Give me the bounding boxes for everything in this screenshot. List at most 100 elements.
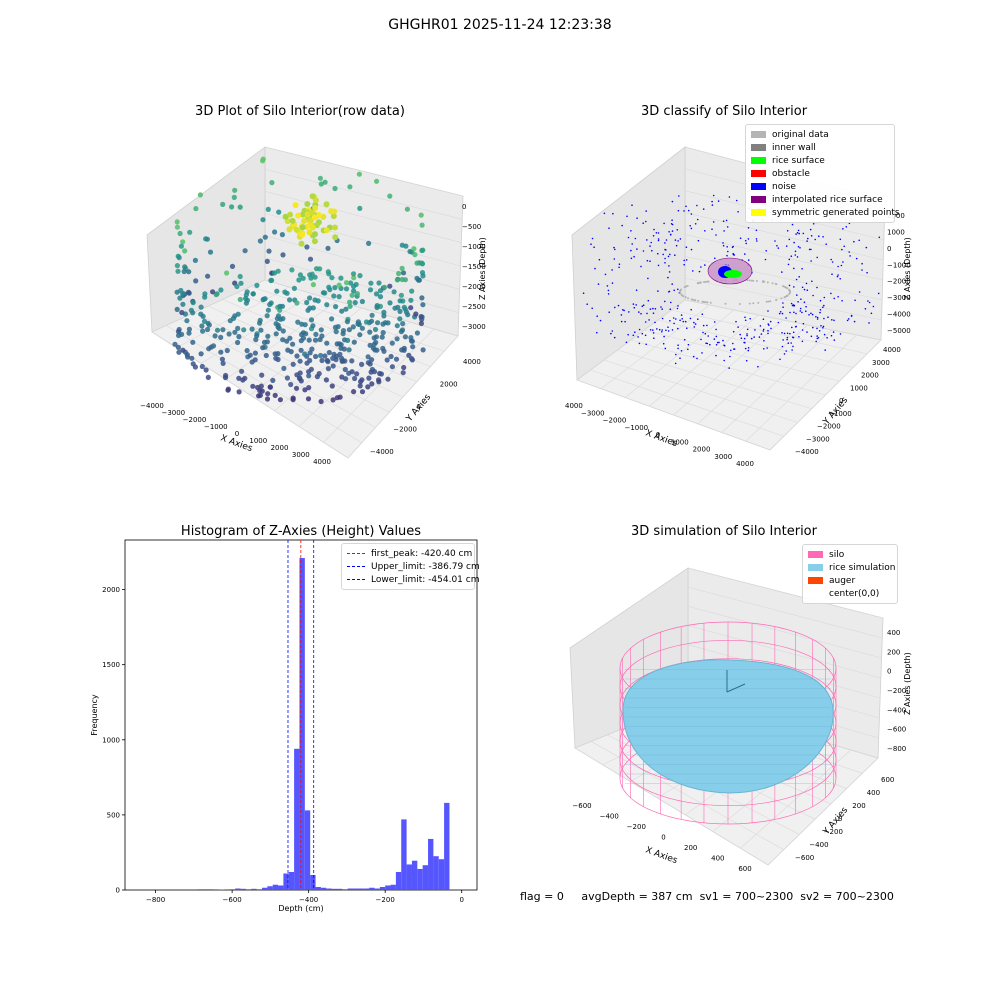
tick-label: −3000: [462, 323, 486, 331]
noise-point: [786, 230, 789, 232]
noise-point: [612, 212, 614, 215]
data-point: [300, 275, 306, 281]
histogram-chart[interactable]: −800 −600 −400 −200 0 0 500 1000 1500 2000 Depth…: [80, 530, 490, 930]
legend-entry: Upper_limit: -386.79 cm: [347, 560, 480, 573]
noise-point: [722, 339, 724, 342]
data-point: [265, 307, 271, 313]
tick-label: −2000: [393, 426, 417, 434]
data-point: [316, 371, 322, 377]
noise-point: [630, 257, 633, 260]
legend-line-swatch: [347, 566, 365, 567]
histogram-bar: [358, 888, 364, 890]
data-point: [350, 271, 357, 277]
noise-point: [791, 326, 793, 329]
noise-point: [653, 228, 655, 231]
data-point: [225, 386, 231, 392]
histogram-bar: [422, 865, 429, 890]
data-point: [262, 234, 268, 240]
noise-point: [811, 280, 813, 283]
data-point: [387, 283, 393, 289]
noise-point: [697, 239, 700, 242]
data-point: [408, 297, 414, 303]
data-point: [387, 193, 393, 199]
data-point: [182, 248, 188, 254]
data-point: [237, 296, 243, 303]
data-point: [309, 193, 316, 200]
data-point: [374, 178, 380, 184]
data-point: [179, 309, 185, 316]
data-point: [400, 370, 406, 376]
noise-point: [866, 271, 868, 274]
noise-point: [723, 344, 726, 347]
noise-point: [743, 337, 746, 340]
noise-point: [638, 342, 641, 345]
data-point: [299, 321, 305, 327]
data-point: [397, 316, 403, 322]
noise-point: [679, 357, 681, 359]
noise-point: [782, 302, 784, 304]
noise-point: [689, 317, 692, 320]
noise-point: [711, 228, 713, 230]
noise-point: [855, 257, 858, 260]
original-point: [699, 281, 702, 284]
data-point: [179, 331, 185, 337]
noise-point: [853, 320, 856, 323]
data-point: [382, 284, 388, 290]
noise-point: [795, 312, 797, 315]
noise-point: [715, 328, 717, 331]
noise-point: [779, 358, 781, 361]
tick-label: −400: [809, 841, 828, 849]
data-point: [292, 202, 299, 209]
data-point: [257, 320, 263, 326]
noise-point: [765, 250, 767, 252]
data-point: [397, 298, 403, 304]
legend-entry: Lower_limit: -454.01 cm: [347, 573, 479, 586]
tick-label: 3000: [872, 359, 890, 367]
data-point: [312, 205, 319, 211]
original-point: [757, 301, 760, 304]
original-point: [752, 302, 755, 305]
data-point: [270, 377, 276, 383]
noise-point: [799, 247, 801, 249]
histogram-bar: [240, 888, 246, 890]
noise-point: [786, 332, 789, 335]
noise-point: [672, 317, 675, 319]
data-point: [419, 222, 425, 228]
data-point: [408, 355, 415, 362]
data-point: [175, 344, 181, 350]
noise-point: [641, 305, 644, 307]
data-point: [347, 299, 353, 305]
data-point: [367, 342, 373, 348]
data-point: [327, 287, 333, 293]
noise-point: [620, 314, 623, 316]
noise-point: [739, 333, 741, 336]
tick-label: −1000: [887, 261, 911, 269]
histogram-bar: [294, 748, 300, 890]
legend-entry: interpolated rice surface: [751, 193, 889, 206]
noise-point: [797, 301, 799, 303]
original-point: [684, 296, 687, 299]
histogram-y-ticks: 0 500 1000 1500 2000: [102, 586, 125, 895]
noise-point: [819, 309, 822, 311]
data-point: [250, 291, 256, 297]
noise-point: [630, 249, 632, 252]
noise-point: [793, 286, 795, 288]
noise-point: [808, 314, 810, 316]
data-point: [318, 327, 324, 333]
data-point: [174, 306, 180, 312]
noise-point: [638, 328, 641, 331]
noise-point: [693, 321, 695, 324]
histogram-bar: [395, 871, 402, 890]
tick-label: 2000: [887, 212, 905, 220]
noise-point: [868, 322, 870, 324]
noise-point: [790, 342, 792, 344]
data-point: [318, 352, 324, 359]
tick-label: 600: [738, 865, 751, 873]
noise-point: [701, 352, 703, 354]
data-point: [329, 316, 335, 322]
data-point: [307, 305, 313, 311]
histogram-bar: [315, 887, 321, 890]
data-point: [224, 270, 230, 276]
